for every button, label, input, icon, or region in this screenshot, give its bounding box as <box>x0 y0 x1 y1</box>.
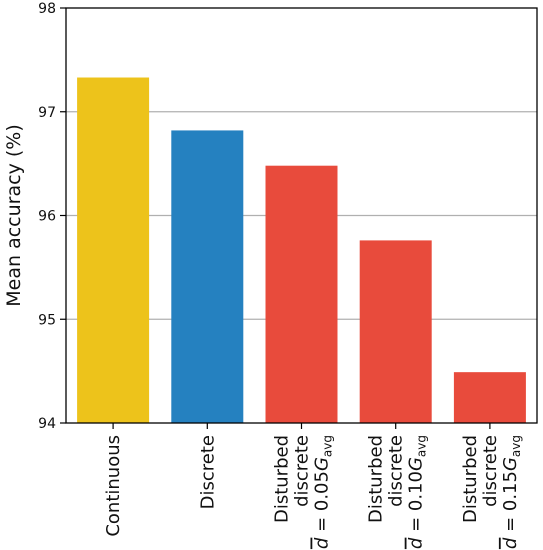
bars <box>77 77 526 424</box>
y-tick-label: 95 <box>38 312 56 328</box>
x-tick-label-formula: d = 0.10Gavg <box>406 435 429 549</box>
x-tick-label-formula: d = 0.15Gavg <box>500 435 523 549</box>
x-tick-label-line: discrete <box>292 435 313 507</box>
x-tick-label: Continuous <box>103 435 124 537</box>
x-tick-label-line: Disturbed <box>460 435 481 523</box>
bar <box>77 77 150 423</box>
x-tick-label-line: Disturbed <box>366 435 387 523</box>
y-axis: 94 95 96 97 98 <box>38 1 66 432</box>
bar <box>265 165 338 423</box>
bar <box>171 130 244 424</box>
x-tick-label-line: Disturbed <box>272 435 293 523</box>
bar <box>453 372 526 423</box>
x-tick-label: Discrete <box>197 435 218 509</box>
x-tick-label-line: Discrete <box>197 435 218 509</box>
x-tick-label-line: Continuous <box>103 435 124 537</box>
x-tick-label-formula: d = 0.05Gavg <box>312 435 335 549</box>
y-tick-label: 97 <box>38 105 56 121</box>
bar <box>359 240 432 423</box>
y-tick-label: 94 <box>38 416 56 432</box>
y-axis-label: Mean accuracy (%) <box>3 124 25 306</box>
y-tick-label: 96 <box>38 209 56 225</box>
x-tick-label-line: discrete <box>386 435 407 507</box>
y-tick-label: 98 <box>38 1 56 17</box>
x-tick-label-line: discrete <box>480 435 501 507</box>
